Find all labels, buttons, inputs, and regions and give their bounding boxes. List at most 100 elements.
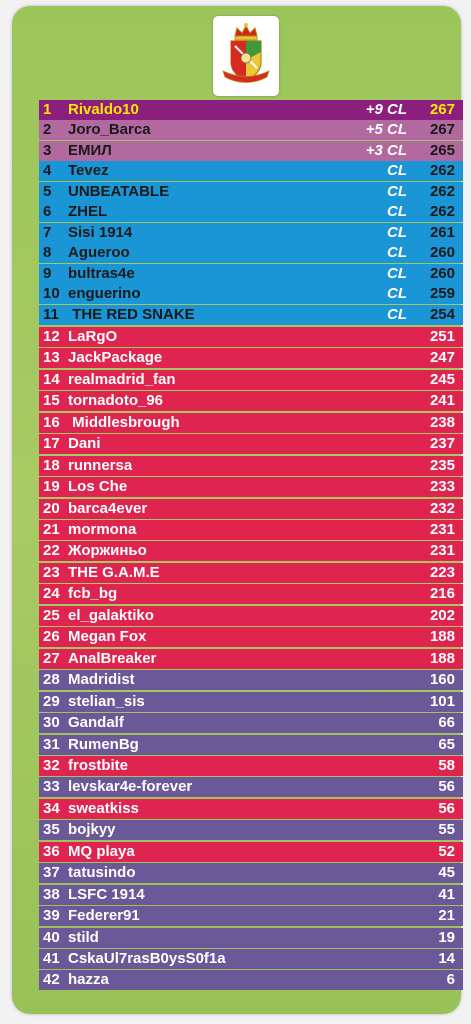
points-value: 101 <box>429 693 455 710</box>
rank-number: 11 <box>43 306 59 323</box>
rank-number: 15 <box>43 392 60 409</box>
standings-row: 39 Federer91 21 <box>39 906 463 926</box>
points-value: 188 <box>429 628 455 645</box>
points-value: 66 <box>438 714 455 731</box>
standings-row: 35 bojkyy 55 <box>39 820 463 840</box>
player-name: UNBEATABLE <box>68 183 170 200</box>
points-value: 241 <box>429 392 455 409</box>
standings-row: 37 tatusindo 45 <box>39 863 463 883</box>
standings-row: 42 hazza 6 <box>39 970 463 990</box>
standings-row: 40 stild 19 <box>39 928 463 948</box>
points-value: 262 <box>429 183 455 200</box>
player-name: AnalBreaker <box>68 650 157 667</box>
rank-number: 8 <box>43 244 52 261</box>
rank-number: 33 <box>43 778 60 795</box>
player-name: Жоржиньо <box>68 542 147 559</box>
rank-number: 26 <box>43 628 60 645</box>
rank-number: 29 <box>43 693 60 710</box>
bonus-label: CL <box>387 183 407 200</box>
player-name: LaRgO <box>68 328 118 345</box>
standings-row: 32 frostbite 58 <box>39 756 463 776</box>
standings-row: 21 mormona 231 <box>39 520 463 540</box>
points-value: 233 <box>429 478 455 495</box>
rank-number: 34 <box>43 800 60 817</box>
rank-number: 42 <box>43 971 60 988</box>
player-name: ЕМИЛ <box>68 142 112 159</box>
standings-row: 11 THE RED SNAKE CL 254 <box>39 305 463 325</box>
points-value: 56 <box>438 800 455 817</box>
rank-number: 3 <box>43 142 52 159</box>
points-value: 21 <box>438 907 455 924</box>
standings-row: 18 runnersa 235 <box>39 456 463 476</box>
player-name: barca4ever <box>68 500 148 517</box>
standings-row: 29 stelian_sis 101 <box>39 692 463 712</box>
points-value: 260 <box>429 244 455 261</box>
points-value: 19 <box>438 929 455 946</box>
player-name: stild <box>68 929 99 946</box>
rank-number: 31 <box>43 736 60 753</box>
points-value: 216 <box>429 585 455 602</box>
rank-number: 13 <box>43 349 60 366</box>
bonus-label: CL <box>387 244 407 261</box>
bonus-label: +5 CL <box>365 121 407 138</box>
standings-row: 41 CskaUl7rasB0ysS0f1a 14 <box>39 949 463 969</box>
standings-row: 7 Sisi 1914 CL 261 <box>39 223 463 243</box>
rank-number: 40 <box>43 929 60 946</box>
rank-number: 7 <box>43 224 52 241</box>
rank-number: 1 <box>43 101 52 118</box>
player-name: sweatkiss <box>68 800 139 817</box>
standings-row: 12 LaRgO 251 <box>39 327 463 347</box>
standings-row: 15 tornadoto_96 241 <box>39 391 463 411</box>
standings-row: 27 AnalBreaker 188 <box>39 649 463 669</box>
points-value: 259 <box>429 285 455 302</box>
bonus-label: CL <box>387 265 407 282</box>
points-value: 265 <box>429 142 455 159</box>
rank-number: 19 <box>43 478 60 495</box>
standings-row: 16 Middlesbrough 238 <box>39 413 463 433</box>
player-name: frostbite <box>68 757 128 774</box>
player-name: stelian_sis <box>68 693 145 710</box>
rank-number: 17 <box>43 435 60 452</box>
points-value: 260 <box>429 265 455 282</box>
rank-number: 32 <box>43 757 60 774</box>
rank-number: 28 <box>43 671 60 688</box>
standings-row: 26 Megan Fox 188 <box>39 627 463 647</box>
standings-row: 38 LSFC 1914 41 <box>39 885 463 905</box>
player-name: hazza <box>68 971 109 988</box>
player-name: enguerino <box>68 285 141 302</box>
rank-number: 21 <box>43 521 60 538</box>
player-name: MQ playa <box>68 843 135 860</box>
player-name: Federer91 <box>68 907 140 924</box>
player-name: JackPackage <box>68 349 163 366</box>
points-value: 267 <box>429 101 455 118</box>
standings-row: 13 JackPackage 247 <box>39 348 463 368</box>
points-value: 231 <box>429 521 455 538</box>
rank-number: 38 <box>43 886 60 903</box>
rank-number: 14 <box>43 371 60 388</box>
rank-number: 39 <box>43 907 60 924</box>
player-name: ZHEL <box>68 203 108 220</box>
bonus-label: +3 CL <box>365 142 407 159</box>
points-value: 41 <box>438 886 455 903</box>
points-value: 254 <box>429 306 455 323</box>
rank-number: 35 <box>43 821 60 838</box>
player-name: fcb_bg <box>68 585 118 602</box>
standings-row: 5 UNBEATABLE CL 262 <box>39 182 463 202</box>
points-value: 55 <box>438 821 455 838</box>
crest-icon <box>222 23 270 83</box>
player-name: Sisi 1914 <box>68 224 133 241</box>
rank-number: 9 <box>43 265 52 282</box>
points-value: 251 <box>429 328 455 345</box>
standings-row: 30 Gandalf 66 <box>39 713 463 733</box>
points-value: 267 <box>429 121 455 138</box>
rank-number: 16 <box>43 414 60 431</box>
points-value: 261 <box>429 224 455 241</box>
standings-row: 4 Tevez CL 262 <box>39 161 463 181</box>
points-value: 232 <box>429 500 455 517</box>
rank-number: 2 <box>43 121 52 138</box>
player-name: Agueroo <box>68 244 130 261</box>
rank-number: 22 <box>43 542 60 559</box>
player-name: LSFC 1914 <box>68 886 145 903</box>
standings-row: 34 sweatkiss 56 <box>39 799 463 819</box>
standings-row: 9 bultras4e CL 260 <box>39 264 463 284</box>
